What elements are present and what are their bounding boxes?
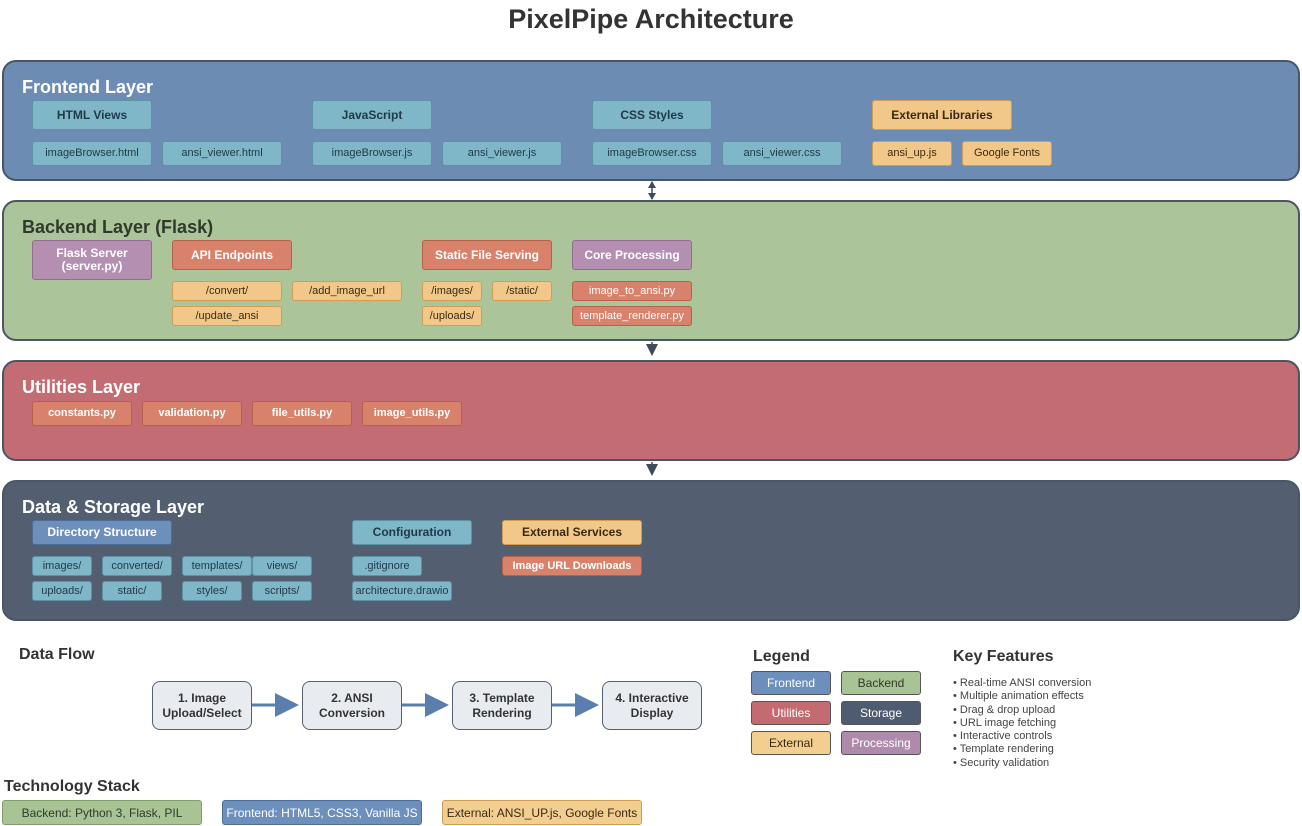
legend-storage: Storage [841,701,921,725]
static-file-serving-box: Static File Serving [422,240,552,270]
dir-scripts: scripts/ [252,581,312,601]
utilities-layer-title: Utilities Layer [22,377,141,397]
core-file-image-to-ansi: image_to_ansi.py [572,281,692,301]
dir-static: static/ [102,581,162,601]
file-imagebrowser-css: imageBrowser.css [592,141,712,166]
service-image-url-downloads: Image URL Downloads [502,556,642,576]
dir-uploads: uploads/ [32,581,92,601]
legend-processing: Processing [841,731,921,755]
file-ansi-viewer-html: ansi_viewer.html [162,141,282,166]
file-ansi-up-js: ansi_up.js [872,141,952,166]
api-endpoints-box: API Endpoints [172,240,292,270]
flow-step-1: 1. Image Upload/Select [152,681,252,730]
flow-step-3: 3. Template Rendering [452,681,552,730]
file-google-fonts: Google Fonts [962,141,1052,166]
diagram-title: PixelPipe Architecture [508,4,794,34]
external-services-box: External Services [502,520,642,545]
flask-server-box: Flask Server (server.py) [32,240,152,280]
backend-layer-title: Backend Layer (Flask) [22,217,214,237]
feature-item: • Template rendering [953,743,1054,756]
file-ansi-viewer-css: ansi_viewer.css [722,141,842,166]
legend-external: External [751,731,831,755]
config-architecture-drawio: architecture.drawio [352,581,452,601]
util-validation: validation.py [142,401,242,426]
config-gitignore: .gitignore [352,556,422,576]
legend-title: Legend [753,648,810,665]
key-features-title: Key Features [953,648,1054,665]
dir-converted: converted/ [102,556,172,576]
core-file-template-renderer: template_renderer.py [572,306,692,326]
endpoint-add-image-url: /add_image_url [292,281,402,301]
dir-styles: styles/ [182,581,242,601]
frontend-backend-arrow [648,181,656,200]
util-file-utils: file_utils.py [252,401,352,426]
util-image-utils: image_utils.py [362,401,462,426]
feature-item: • Real-time ANSI conversion [953,677,1092,689]
css-styles-box: CSS Styles [592,100,712,130]
util-constants: constants.py [32,401,132,426]
dir-images: images/ [32,556,92,576]
tech-backend: Backend: Python 3, Flask, PIL [2,800,202,825]
flow-step-2: 2. ANSI Conversion [302,681,402,730]
feature-item: • URL image fetching [953,716,1057,729]
dir-views: views/ [252,556,312,576]
dir-templates: templates/ [182,556,252,576]
frontend-layer-title: Frontend Layer [22,77,154,97]
endpoint-convert: /convert/ [172,281,282,301]
static-path-static: /static/ [492,281,552,301]
feature-item: • Security validation [953,756,1050,769]
static-path-images: /images/ [422,281,482,301]
feature-item: • Multiple animation effects [953,690,1084,703]
feature-item: • Interactive controls [953,730,1053,743]
external-libraries-box: External Libraries [872,100,1012,130]
tech-external: External: ANSI_UP.js, Google Fonts [442,800,642,825]
legend-backend: Backend [841,671,921,695]
tech-frontend: Frontend: HTML5, CSS3, Vanilla JS [222,800,422,825]
directory-structure-box: Directory Structure [32,520,172,545]
file-ansi-viewer-js: ansi_viewer.js [442,141,562,166]
data-flow-title: Data Flow [19,646,95,663]
configuration-box: Configuration [352,520,472,545]
storage-layer-title: Data & Storage Layer [22,497,205,517]
feature-item: • Drag & drop upload [953,703,1056,716]
core-processing-box: Core Processing [572,240,692,270]
flow-step-4: 4. Interactive Display [602,681,702,730]
file-imagebrowser-js: imageBrowser.js [312,141,432,166]
javascript-box: JavaScript [312,100,432,130]
tech-stack-title: Technology Stack [4,778,140,795]
legend-frontend: Frontend [751,671,831,695]
static-path-uploads: /uploads/ [422,306,482,326]
html-views-box: HTML Views [32,100,152,130]
file-imagebrowser-html: imageBrowser.html [32,141,152,166]
legend-utilities: Utilities [751,701,831,725]
key-features-list: • Real-time ANSI conversion • Multiple a… [953,677,1253,770]
endpoint-update-ansi: /update_ansi [172,306,282,326]
